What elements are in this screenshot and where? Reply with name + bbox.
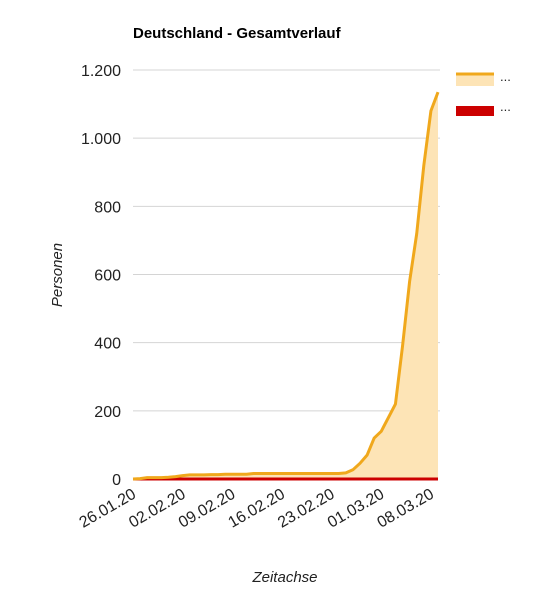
x-axis-ticks: 26.01.2002.02.2009.02.2016.02.2023.02.20… <box>77 486 437 532</box>
legend-label: ... <box>500 69 511 84</box>
y-tick-label: 200 <box>94 404 121 421</box>
y-tick-label: 1.000 <box>81 131 121 148</box>
y-axis-label: Personen <box>49 243 66 307</box>
legend-swatch-fill <box>456 74 494 86</box>
gridlines <box>133 69 440 412</box>
legend: ...... <box>456 69 511 116</box>
y-tick-label: 0 <box>112 472 121 489</box>
series-1-line <box>132 91 440 481</box>
series-1-area <box>133 92 438 479</box>
legend-label: ... <box>500 99 511 114</box>
x-axis-label: Zeitachse <box>251 569 317 586</box>
y-tick-label: 1.200 <box>81 63 121 80</box>
line-layer <box>132 91 440 481</box>
x-tick-label: 08.03.20 <box>374 486 437 532</box>
area-layer <box>133 92 438 479</box>
y-axis-ticks: 0 200 400 600 800 1.000 1.200 <box>81 63 121 489</box>
y-tick-label: 800 <box>94 199 121 216</box>
y-tick-label: 400 <box>94 336 121 353</box>
chart-title: Deutschland - Gesamtverlauf <box>133 25 342 42</box>
y-tick-label: 600 <box>94 268 121 285</box>
legend-swatch <box>456 106 494 116</box>
